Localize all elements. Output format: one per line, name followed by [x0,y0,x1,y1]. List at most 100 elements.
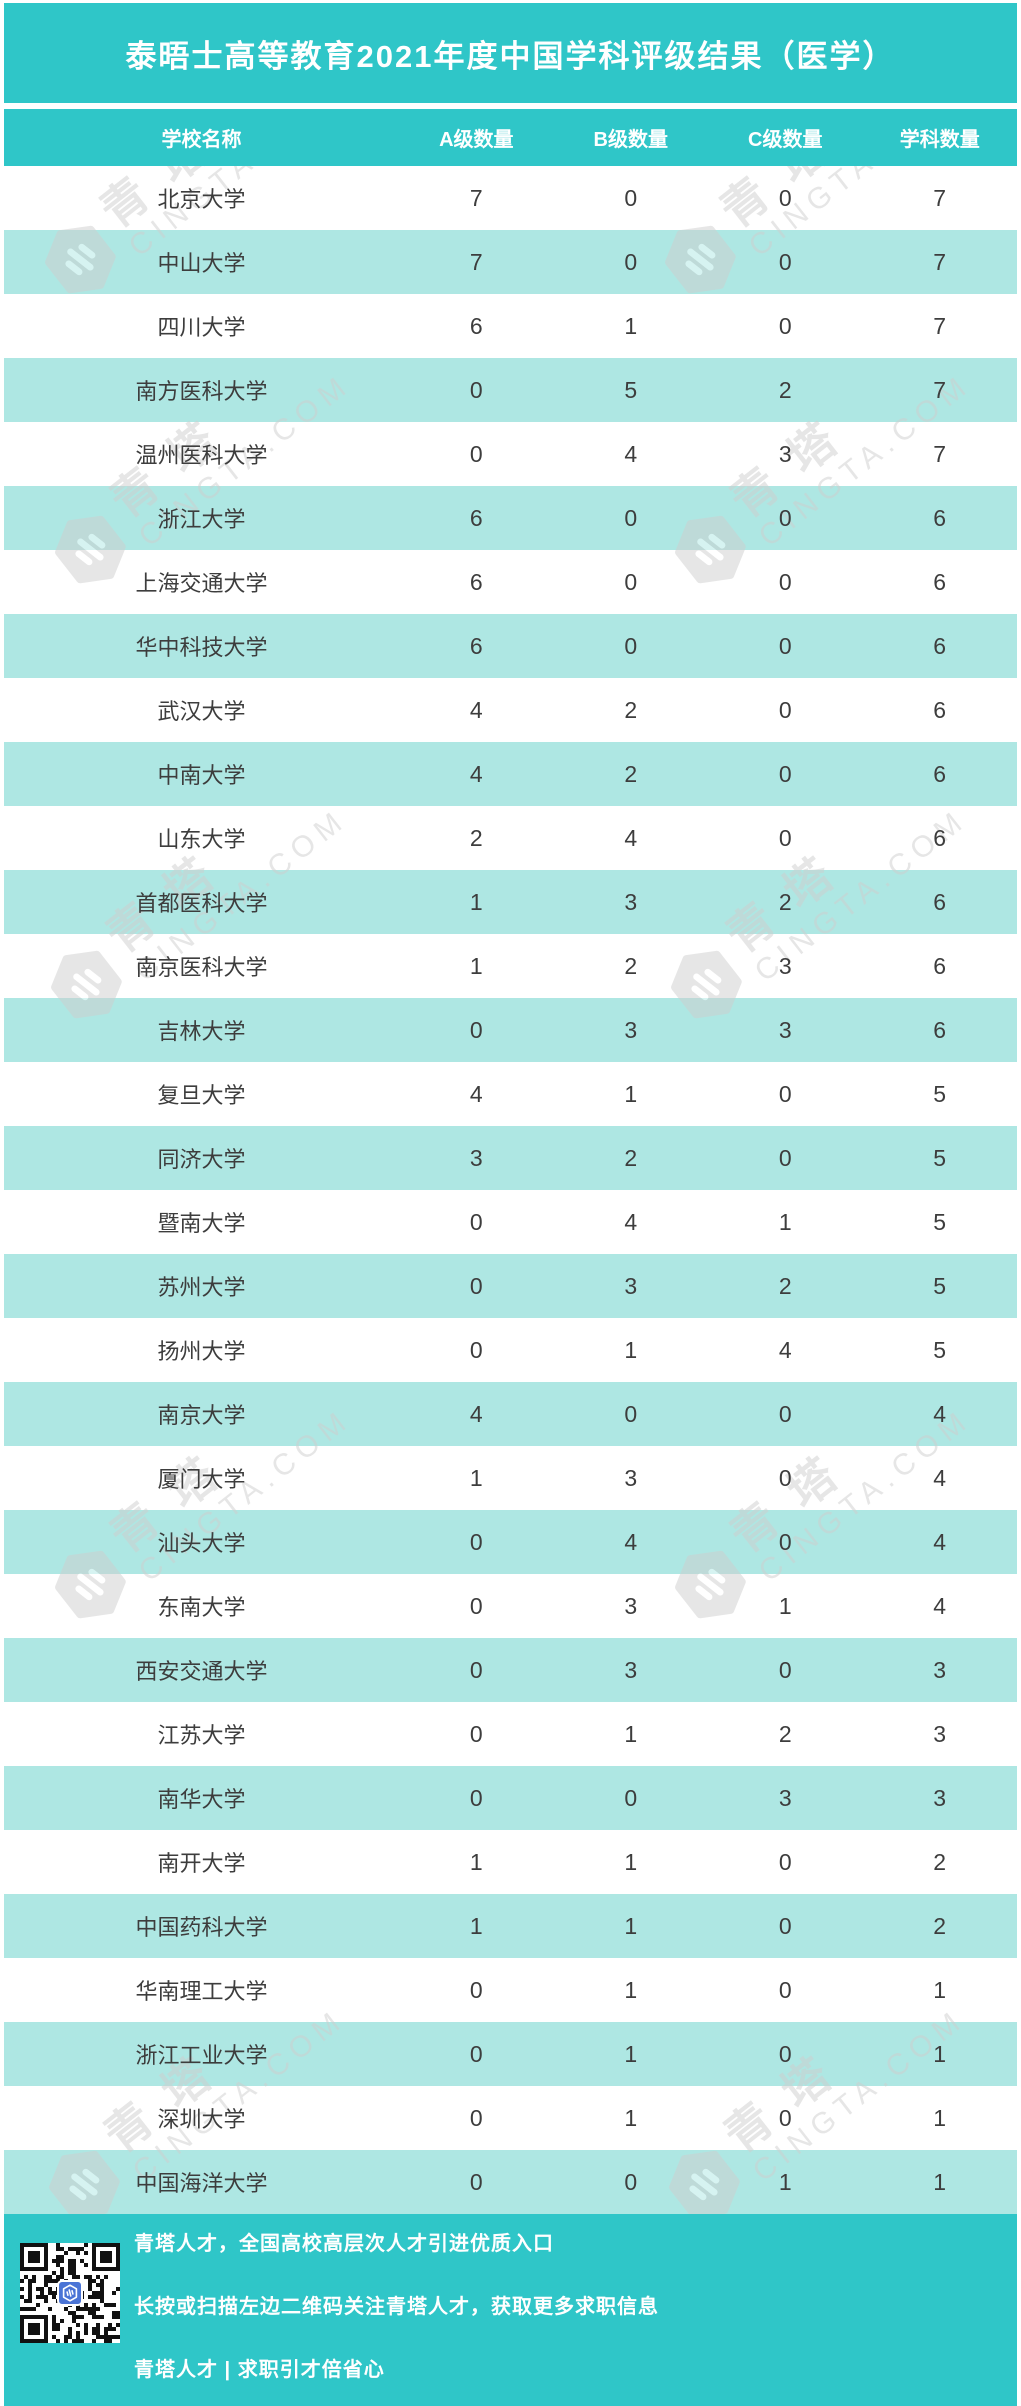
school-name-cell: 温州医科大学 [135,443,268,468]
table-row: 首都医科大学 1 3 2 6 [4,870,1017,934]
a-count-cell: 6 [469,504,483,531]
b-count-cell: 2 [624,696,638,723]
school-name-cell: 浙江工业大学 [135,2043,268,2068]
subject-count-cell: 1 [933,2168,947,2195]
c-count-cell: 1 [778,1592,792,1619]
c-count-cell: 0 [778,1976,792,2003]
subject-count-cell: 7 [933,312,947,339]
a-count-cell: 0 [469,1208,483,1235]
b-count-cell: 0 [624,248,638,275]
column-header-b-count: B级数量 [593,129,668,151]
school-name-cell: 扬州大学 [157,1339,246,1364]
subject-count-cell: 1 [933,2040,947,2067]
table-row: 深圳大学 0 1 0 1 [4,2086,1017,2150]
a-count-cell: 0 [469,2040,483,2067]
school-name-cell: 浙江大学 [157,507,246,532]
subject-count-cell: 6 [933,1016,947,1043]
footer-line-1: 青塔人才，全国高校高层次人才引进优质入口 [134,2233,554,2255]
subject-count-cell: 6 [933,952,947,979]
table-row: 暨南大学 0 4 1 5 [4,1190,1017,1254]
a-count-cell: 2 [469,824,483,851]
a-count-cell: 0 [469,1016,483,1043]
ratings-table: 学校名称 A级数量 B级数量 C级数量 学科数量 北京大学 7 0 0 7 中山… [4,109,1017,2214]
table-row: 厦门大学 1 3 0 4 [4,1446,1017,1510]
b-count-cell: 0 [624,184,638,211]
c-count-cell: 0 [778,248,792,275]
c-count-cell: 3 [778,1016,792,1043]
b-count-cell: 3 [624,1272,638,1299]
subject-count-cell: 3 [933,1656,947,1683]
school-name-cell: 华中科技大学 [135,635,268,660]
c-count-cell: 2 [778,1720,792,1747]
b-count-cell: 1 [624,312,638,339]
c-count-cell: 0 [778,1848,792,1875]
qingta-logo-icon [57,2280,83,2306]
c-count-cell: 2 [778,376,792,403]
a-count-cell: 0 [469,1976,483,2003]
b-count-cell: 3 [624,1464,638,1491]
table-body: 北京大学 7 0 0 7 中山大学 7 0 0 7 四川大学 6 1 0 7 南… [4,166,1017,2214]
b-count-cell: 1 [624,1080,638,1107]
a-count-cell: 6 [469,312,483,339]
subject-count-cell: 1 [933,2104,947,2131]
a-count-cell: 0 [469,1272,483,1299]
a-count-cell: 1 [469,952,483,979]
subject-count-cell: 2 [933,1912,947,1939]
a-count-cell: 0 [469,2168,483,2195]
qr-code[interactable] [20,2243,120,2343]
subject-count-cell: 5 [933,1144,947,1171]
table-row: 东南大学 0 3 1 4 [4,1574,1017,1638]
c-count-cell: 1 [778,1208,792,1235]
b-count-cell: 2 [624,952,638,979]
b-count-cell: 3 [624,1016,638,1043]
c-count-cell: 0 [778,312,792,339]
a-count-cell: 4 [469,760,483,787]
a-count-cell: 6 [469,632,483,659]
b-count-cell: 3 [624,888,638,915]
table-row: 中南大学 4 2 0 6 [4,742,1017,806]
title-divider [4,103,1017,109]
school-name-cell: 武汉大学 [157,699,246,724]
c-count-cell: 3 [778,1784,792,1811]
table-row: 北京大学 7 0 0 7 [4,166,1017,230]
table-row: 山东大学 2 4 0 6 [4,806,1017,870]
c-count-cell: 2 [778,1272,792,1299]
school-name-cell: 复旦大学 [157,1083,246,1108]
subject-count-cell: 4 [933,1400,947,1427]
table-row: 南京大学 4 0 0 4 [4,1382,1017,1446]
b-count-cell: 4 [624,440,638,467]
school-name-cell: 东南大学 [157,1595,246,1620]
subject-count-cell: 4 [933,1592,947,1619]
b-count-cell: 4 [624,824,638,851]
subject-count-cell: 6 [933,760,947,787]
b-count-cell: 0 [624,2168,638,2195]
b-count-cell: 1 [624,1336,638,1363]
a-count-cell: 1 [469,1464,483,1491]
subject-count-cell: 5 [933,1080,947,1107]
subject-count-cell: 2 [933,1848,947,1875]
a-count-cell: 7 [469,248,483,275]
a-count-cell: 4 [469,1400,483,1427]
subject-count-cell: 1 [933,1976,947,2003]
subject-count-cell: 5 [933,1272,947,1299]
school-name-cell: 暨南大学 [157,1211,246,1236]
b-count-cell: 4 [624,1528,638,1555]
school-name-cell: 四川大学 [157,315,246,340]
c-count-cell: 0 [778,504,792,531]
table-row: 同济大学 3 2 0 5 [4,1126,1017,1190]
c-count-cell: 0 [778,760,792,787]
school-name-cell: 南京大学 [157,1403,246,1428]
c-count-cell: 0 [778,568,792,595]
table-row: 浙江大学 6 0 0 6 [4,486,1017,550]
a-count-cell: 1 [469,1848,483,1875]
table-row: 西安交通大学 0 3 0 3 [4,1638,1017,1702]
a-count-cell: 0 [469,2104,483,2131]
subject-count-cell: 6 [933,568,947,595]
subject-count-cell: 4 [933,1528,947,1555]
subject-count-cell: 6 [933,888,947,915]
a-count-cell: 0 [469,440,483,467]
school-name-cell: 西安交通大学 [135,1659,268,1684]
a-count-cell: 4 [469,696,483,723]
subject-count-cell: 6 [933,824,947,851]
school-name-cell: 苏州大学 [157,1275,246,1300]
